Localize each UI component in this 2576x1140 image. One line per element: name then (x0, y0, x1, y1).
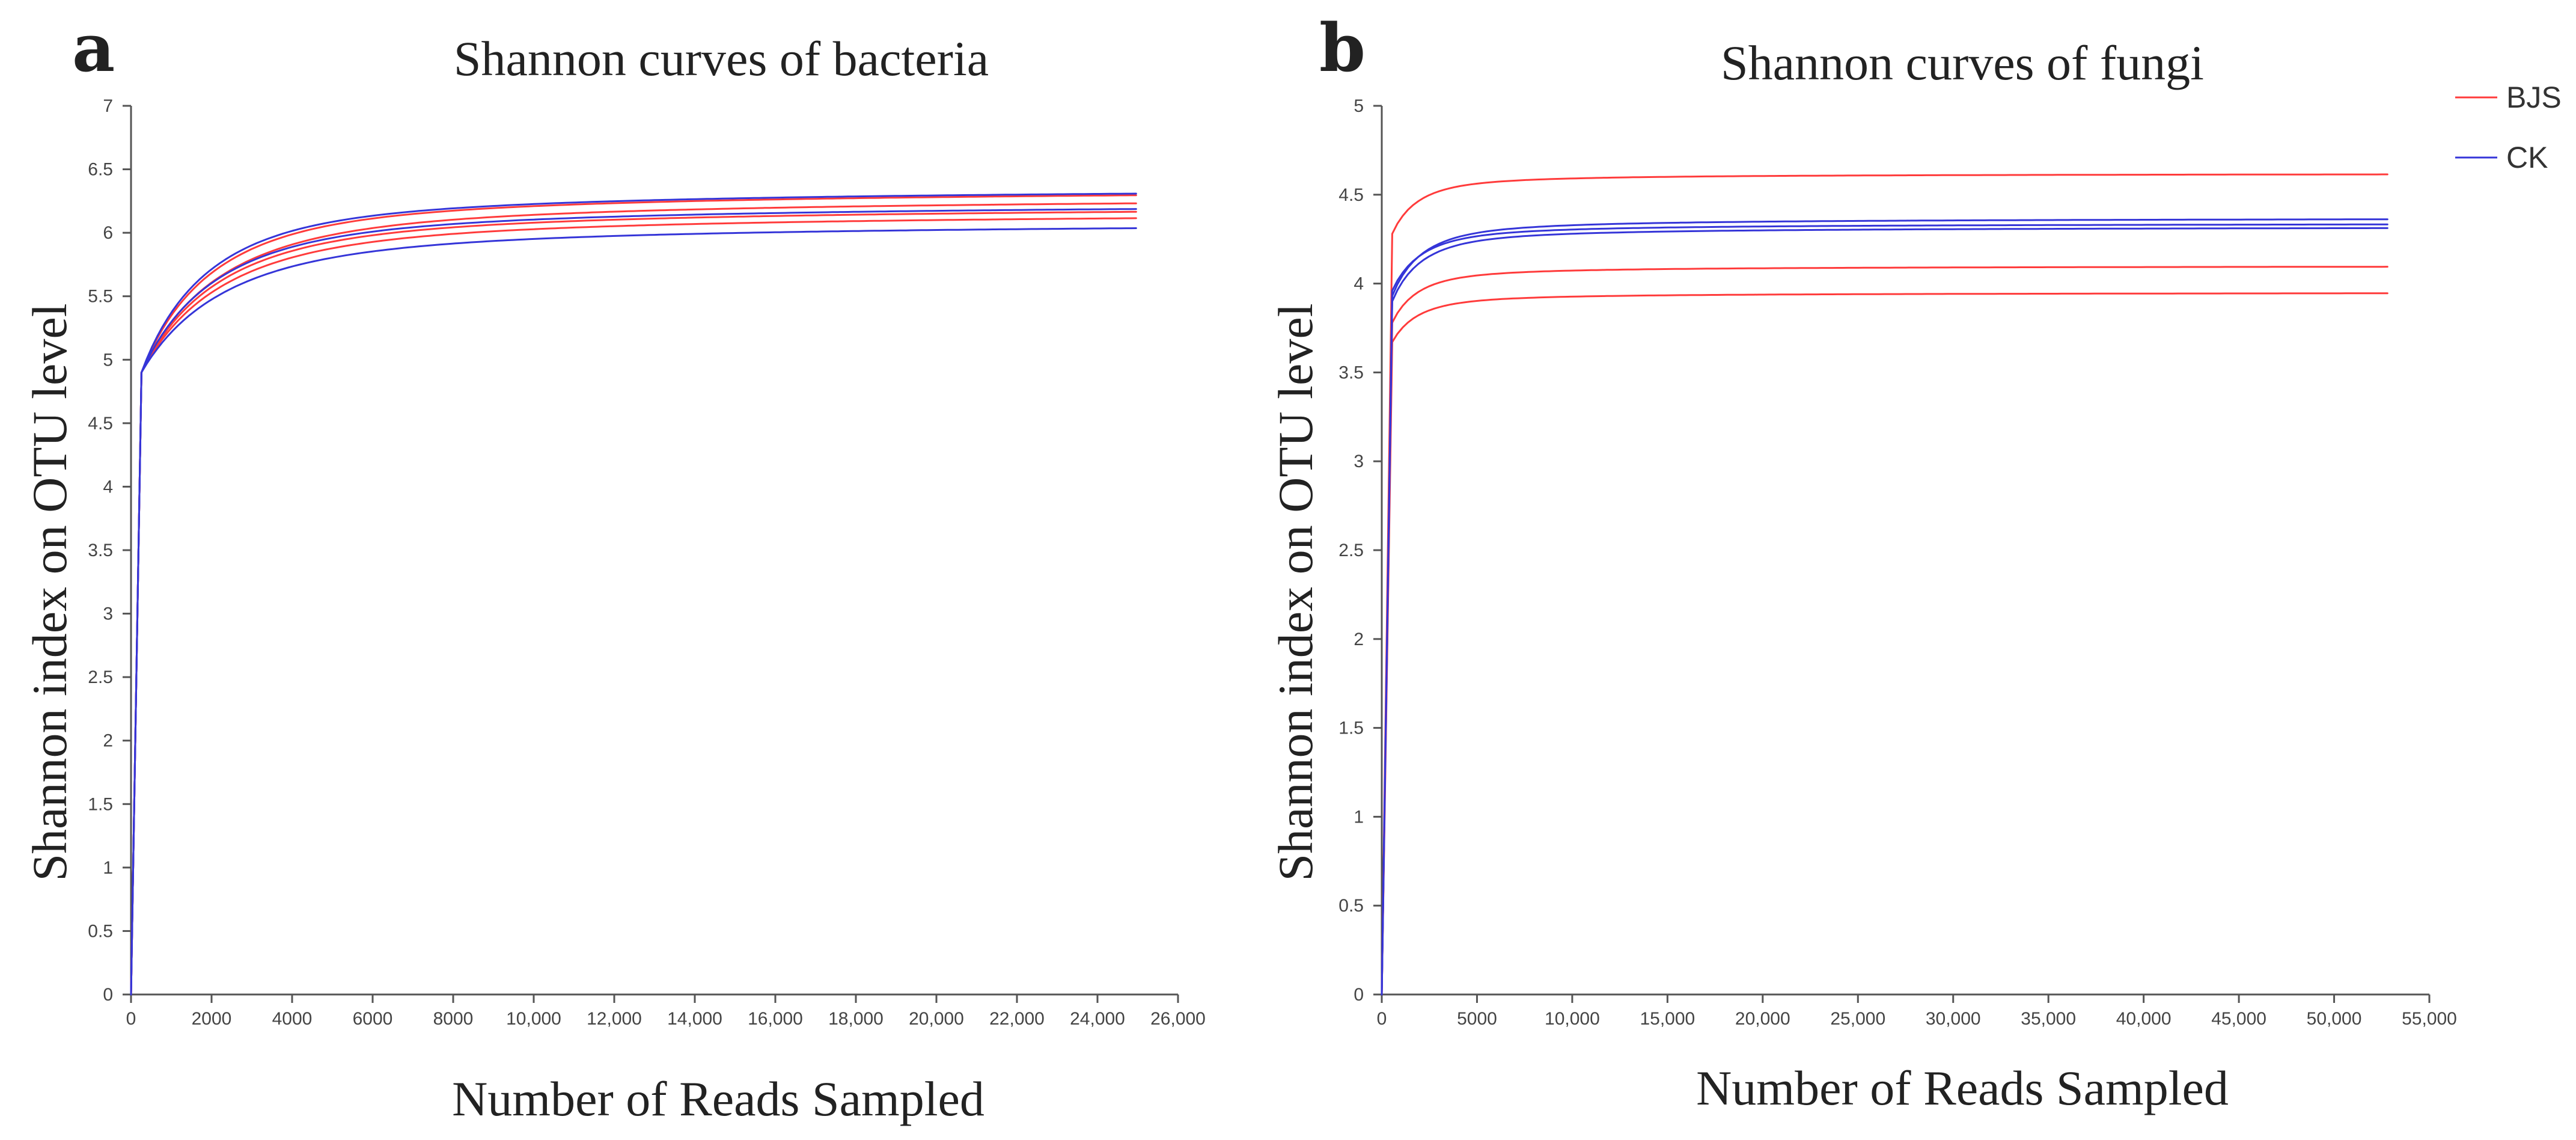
panel-b-y-tick-label: 3 (1354, 452, 1364, 471)
panel-a-x-tick-label: 24,000 (1070, 1009, 1125, 1029)
panel-b-y-tick-label: 2 (1354, 630, 1364, 649)
panel-a-y-tick-label: 6.5 (88, 160, 113, 180)
panel-b-series-ck-3 (1381, 218, 2388, 996)
panel-a-y-tick-label: 4.5 (88, 414, 113, 434)
panel-b-y-tick-label: 5 (1354, 96, 1364, 116)
panel-a-x-tick-label: 26,000 (1150, 1009, 1206, 1029)
panel-a-y-tick-label: 2.5 (88, 667, 113, 687)
panel-a-x-tick-label: 20,000 (909, 1009, 964, 1029)
panel-a-x-tick-label: 14,000 (667, 1009, 722, 1029)
panel-b-series-ck-4 (1381, 223, 2388, 996)
panel-a-y-tick-label: 3 (103, 604, 113, 624)
panel-b-y-tick-label: 1.5 (1338, 719, 1364, 738)
panel-b-y-tick-label: 0 (1354, 985, 1364, 1005)
panel-b-x-tick-label: 45,000 (2211, 1009, 2266, 1029)
panel-a-y-tick-label: 5.5 (88, 287, 113, 307)
panel-b-series-bjs-2 (1381, 292, 2388, 996)
panel-a-x-tick-label: 6000 (353, 1009, 393, 1029)
panel-b-y-ticks: 0 0.5 1 1.5 2 2.5 3 3.5 4 4.5 5 (1338, 96, 1382, 1005)
panel-b-series-ck-5 (1381, 227, 2388, 996)
panel-a-y-tick-label: 0 (103, 985, 113, 1005)
panel-a-x-tick-label: 2000 (192, 1009, 232, 1029)
panel-b-y-tick-label: 1 (1354, 807, 1364, 827)
panel-a-x-tick-label: 4000 (272, 1009, 313, 1029)
panel-b-x-ticks: 0 5000 10,000 15,000 20,000 25,000 30,000 35,00… (1377, 994, 2457, 1029)
panel-a-series-ck-5 (130, 208, 1137, 996)
panel-a-x-axis-label: Number of Reads Sampled (452, 1071, 984, 1126)
panel-a-y-tick-label: 7 (103, 96, 113, 116)
legend-item-ck: CK (2455, 141, 2548, 174)
panel-a-y-tick-label: 0.5 (88, 921, 113, 941)
panel-b-x-tick-label: 15,000 (1640, 1009, 1695, 1029)
panel-b-x-tick-label: 55,000 (2402, 1009, 2457, 1029)
panel-a-series-ck-6 (130, 227, 1137, 996)
panel-a-x-tick-label: 22,000 (989, 1009, 1045, 1029)
panel-b-x-tick-label: 0 (1377, 1009, 1387, 1029)
panel-a-series-bjs-3 (130, 217, 1137, 996)
panel-a-x-tick-label: 8000 (433, 1009, 474, 1029)
panel-b-x-axis-label: Number of Reads Sampled (1696, 1061, 2229, 1115)
panel-a-title: Shannon curves of bacteria (454, 31, 989, 86)
panel-b-series-bjs-0 (1381, 173, 2388, 996)
panel-a-series-bjs-2 (130, 210, 1137, 996)
panel-b-y-tick-label: 0.5 (1338, 896, 1364, 916)
legend-label-ck: CK (2506, 141, 2548, 174)
panel-b: b Shannon curves of fungi Number of Read… (1268, 9, 2457, 1115)
panel-b-y-tick-label: 3.5 (1338, 363, 1364, 382)
legend-label-bjs: BJS (2506, 81, 2562, 114)
panel-b-x-tick-label: 10,000 (1545, 1009, 1600, 1029)
panel-a-y-tick-label: 2 (103, 731, 113, 751)
panel-b-x-tick-label: 50,000 (2307, 1009, 2362, 1029)
panel-a-y-tick-label: 1.5 (88, 794, 113, 814)
legend: BJS CK (2455, 81, 2562, 174)
panel-a-y-tick-label: 3.5 (88, 541, 113, 560)
panel-b-x-tick-label: 5000 (1457, 1009, 1497, 1029)
panel-a: a Shannon curves of bacteria Number of R… (22, 9, 1206, 1126)
legend-item-bjs: BJS (2455, 81, 2562, 114)
panel-a-x-tick-label: 10,000 (506, 1009, 561, 1029)
panel-b-y-tick-label: 4 (1354, 274, 1364, 294)
panel-b-y-axis-label: Shannon index on OTU level (1268, 303, 1323, 881)
panel-a-series-ck-4 (130, 192, 1137, 996)
panel-a-y-tick-label: 5 (103, 350, 113, 370)
panel-b-y-tick-label: 2.5 (1338, 541, 1364, 560)
panel-b-x-tick-label: 30,000 (1926, 1009, 1981, 1029)
panel-b-y-tick-label: 4.5 (1338, 185, 1364, 205)
panel-a-x-tick-label: 0 (126, 1009, 136, 1029)
panel-a-y-tick-label: 4 (103, 477, 113, 497)
panel-a-series (130, 192, 1137, 996)
panel-b-title: Shannon curves of fungi (1721, 35, 2204, 90)
panel-a-x-tick-label: 16,000 (748, 1009, 803, 1029)
panel-a-letter: a (72, 9, 115, 87)
panel-b-x-tick-label: 20,000 (1735, 1009, 1790, 1029)
panel-b-series-bjs-1 (1381, 266, 2388, 996)
panel-a-x-ticks: 0 2000 4000 6000 8000 10,000 12,000 14,000 16,00… (126, 994, 1206, 1029)
panel-b-x-tick-label: 25,000 (1830, 1009, 1885, 1029)
panel-a-y-tick-label: 6 (103, 223, 113, 243)
panel-a-x-tick-label: 12,000 (587, 1009, 642, 1029)
panel-a-y-axis-label: Shannon index on OTU level (22, 303, 77, 881)
panel-b-series (1381, 173, 2388, 996)
panel-a-x-tick-label: 18,000 (828, 1009, 884, 1029)
panel-a-series-bjs-0 (130, 194, 1137, 996)
panel-a-y-ticks: 0 0.5 1 1.5 2 2.5 3 3.5 4 4.5 5 5.5 6 6.5 7 (88, 96, 131, 1005)
panel-a-series-bjs-1 (130, 202, 1137, 996)
panel-a-y-tick-label: 1 (103, 858, 113, 878)
panel-b-letter: b (1319, 9, 1366, 87)
panel-b-x-tick-label: 35,000 (2021, 1009, 2076, 1029)
panel-b-x-tick-label: 40,000 (2116, 1009, 2172, 1029)
